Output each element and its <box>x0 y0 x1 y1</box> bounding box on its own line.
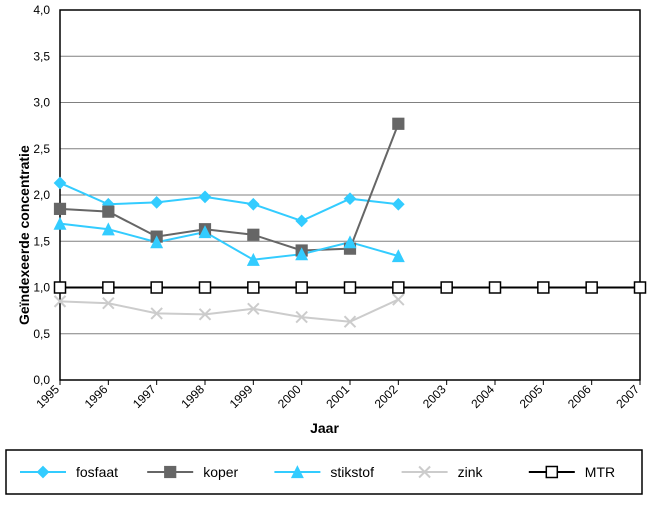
svg-text:2005: 2005 <box>517 382 546 411</box>
y-axis-label: Geïndexeerde concentratie <box>16 145 32 325</box>
svg-text:2007: 2007 <box>613 382 642 411</box>
svg-text:1996: 1996 <box>82 382 111 411</box>
svg-text:2004: 2004 <box>468 382 497 411</box>
svg-text:0,0: 0,0 <box>33 373 50 387</box>
svg-text:3,0: 3,0 <box>33 96 50 110</box>
chart-container: { "chart": { "type": "line", "xlabel": "… <box>0 0 649 517</box>
svg-text:2001: 2001 <box>323 382 352 411</box>
legend-label-koper: koper <box>203 464 238 480</box>
svg-text:0,5: 0,5 <box>33 327 50 341</box>
legend-label-stikstof: stikstof <box>330 464 374 480</box>
legend-label-fosfaat: fosfaat <box>76 464 118 480</box>
svg-text:2000: 2000 <box>275 382 304 411</box>
svg-text:4,0: 4,0 <box>33 3 50 17</box>
svg-text:1,0: 1,0 <box>33 281 50 295</box>
svg-text:2,0: 2,0 <box>33 188 50 202</box>
legend-label-zink: zink <box>458 464 484 480</box>
chart-svg: 0,00,51,01,52,02,53,03,54,01995199619971… <box>0 0 649 517</box>
svg-text:1,5: 1,5 <box>33 234 50 248</box>
svg-text:1998: 1998 <box>178 382 207 411</box>
svg-text:1997: 1997 <box>130 382 159 411</box>
svg-text:2002: 2002 <box>372 382 401 411</box>
x-axis-label: Jaar <box>0 420 649 436</box>
svg-text:3,5: 3,5 <box>33 49 50 63</box>
svg-text:2,5: 2,5 <box>33 142 50 156</box>
svg-text:2006: 2006 <box>565 382 594 411</box>
svg-text:1999: 1999 <box>227 382 256 411</box>
legend-label-MTR: MTR <box>585 464 615 480</box>
svg-text:2003: 2003 <box>420 382 449 411</box>
